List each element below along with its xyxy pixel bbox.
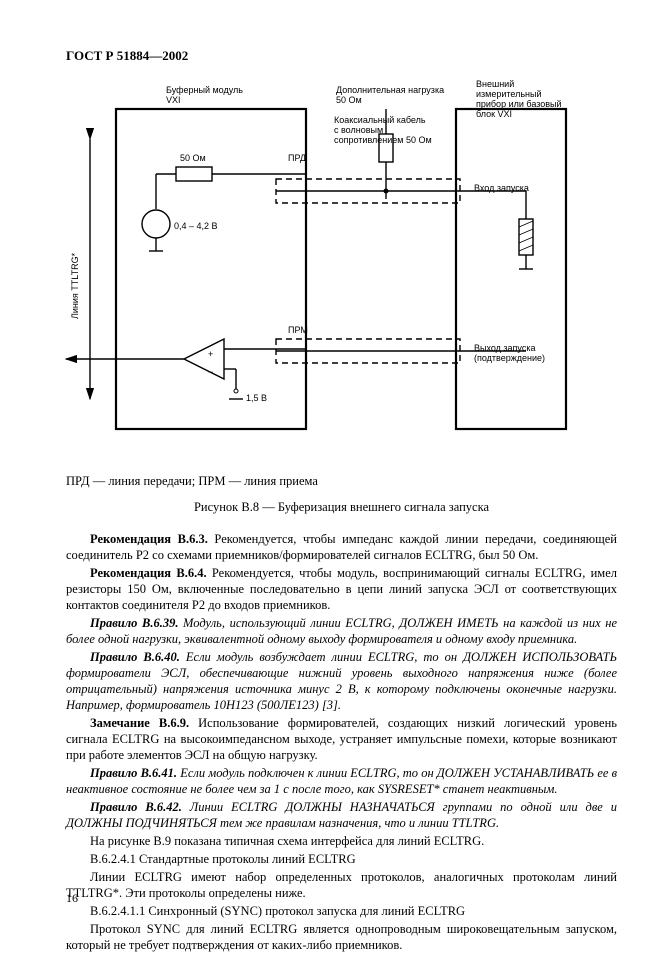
paragraph: Правило В.6.40. Если модуль возбуждает л…	[66, 649, 617, 713]
figure-legend: ПРД — линия передачи; ПРМ — линия приема	[66, 473, 617, 489]
label-prd: ПРД	[288, 153, 306, 163]
paragraph: Правило В.6.41. Если модуль подключен к …	[66, 765, 617, 797]
document-header: ГОСТ Р 51884—2002	[66, 48, 617, 65]
paragraph: Линии ECLTRG имеют набор определенных пр…	[66, 869, 617, 901]
label-vref: 1,5 В	[246, 393, 267, 403]
label-ext-device: Внешнийизмерительныйприбор или базовыйбл…	[476, 79, 562, 119]
paragraph: Правило В.6.42. Линии ECLTRG ДОЛЖНЫ НАЗН…	[66, 799, 617, 831]
label-r50: 50 Ом	[180, 153, 206, 163]
label-buffer-module: Буферный модульVXI	[166, 85, 243, 105]
svg-text:−: −	[208, 367, 213, 377]
figure-b8-diagram: Буферный модульVXI Внешнийизмерительныйп…	[56, 79, 572, 459]
paragraph: В.6.2.4.1 Стандартные протоколы линий EC…	[66, 851, 617, 867]
label-voltage-src: 0,4 – 4,2 В	[174, 221, 218, 231]
paragraph: Замечание В.6.9. Использование формирова…	[66, 715, 617, 763]
body-text: Рекомендация В.6.3. Рекомендуется, чтобы…	[66, 531, 617, 953]
paragraph: На рисунке В.9 показана типичная схема и…	[66, 833, 617, 849]
label-prm: ПРМ	[288, 325, 308, 335]
label-input-launch: Вход запуска	[474, 183, 529, 193]
paragraph: Правило В.6.39. Модуль, использующий лин…	[66, 615, 617, 647]
paragraph: В.6.2.4.1.1 Синхронный (SYNC) протокол з…	[66, 903, 617, 919]
page-number: 16	[66, 891, 78, 906]
paragraph: Протокол SYNC для линий ECLTRG является …	[66, 921, 617, 953]
label-output-launch: Выход запуска(подтверждение)	[474, 343, 545, 363]
label-ttl-line: Линия TTLTRG*	[70, 252, 80, 319]
paragraph: Рекомендация В.6.3. Рекомендуется, чтобы…	[66, 531, 617, 563]
label-coax: Коаксиальный кабельс волновымсопротивлен…	[334, 115, 432, 145]
figure-caption: Рисунок В.8 — Буферизация внешнего сигна…	[66, 499, 617, 515]
svg-text:+: +	[208, 349, 213, 359]
paragraph: Рекомендация В.6.4. Рекомендуется, чтобы…	[66, 565, 617, 613]
label-extra-load: Дополнительная нагрузка50 Ом	[336, 85, 444, 105]
